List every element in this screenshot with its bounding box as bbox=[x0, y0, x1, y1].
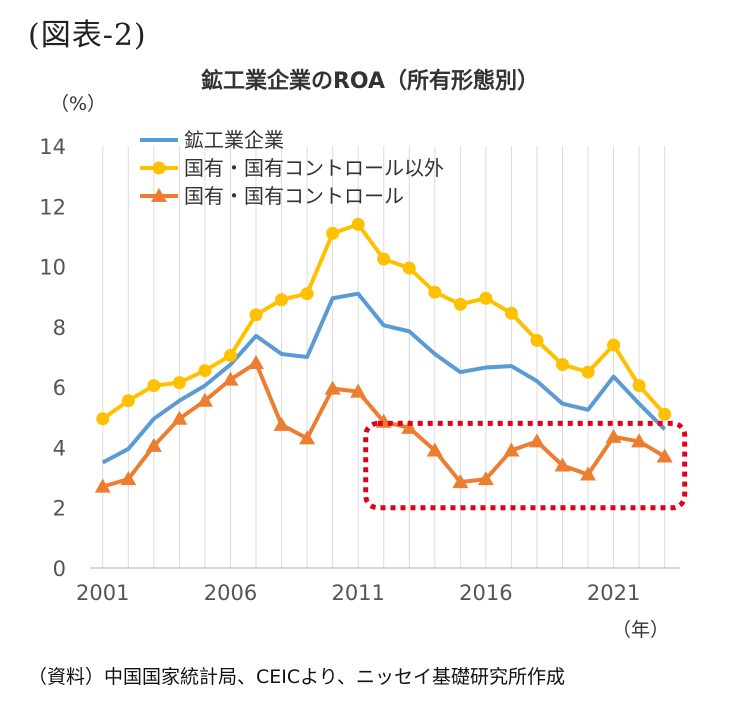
figure-label: (図表-2) bbox=[28, 18, 147, 53]
data-point bbox=[452, 474, 469, 489]
data-point bbox=[453, 297, 467, 311]
data-point bbox=[607, 338, 621, 352]
data-point bbox=[96, 412, 110, 426]
data-point bbox=[631, 433, 648, 448]
data-point bbox=[222, 371, 239, 386]
data-point bbox=[426, 442, 443, 457]
data-point bbox=[503, 442, 520, 457]
data-point bbox=[350, 383, 367, 398]
y-tick-label: 0 bbox=[53, 557, 66, 581]
data-point bbox=[530, 333, 544, 347]
data-point bbox=[326, 226, 340, 240]
data-point bbox=[605, 428, 622, 443]
data-point bbox=[580, 466, 597, 481]
chart-title: 鉱工業企業のROA（所有形態別） bbox=[201, 68, 539, 94]
data-point bbox=[198, 364, 212, 378]
data-point bbox=[145, 437, 162, 452]
data-point bbox=[275, 293, 289, 307]
y-tick-label: 8 bbox=[53, 316, 66, 340]
legend-label: 鉱工業企業 bbox=[184, 128, 284, 152]
series-line bbox=[101, 291, 667, 465]
source-note: （資料）中国国家統計局、CEICより、ニッセイ基礎研究所作成 bbox=[28, 666, 566, 688]
series-2 bbox=[96, 217, 672, 426]
data-point bbox=[581, 365, 595, 379]
data-point bbox=[632, 379, 646, 393]
y-tick-label: 14 bbox=[39, 135, 66, 159]
data-point bbox=[299, 430, 316, 445]
data-point bbox=[477, 471, 494, 486]
y-tick-label: 2 bbox=[53, 497, 66, 521]
legend-label: 国有・国有コントロール以外 bbox=[184, 156, 444, 180]
x-tick-label: 2016 bbox=[459, 581, 512, 605]
data-point bbox=[401, 419, 418, 434]
legend-entry-2: 国有・国有コントロール以外 bbox=[140, 156, 444, 180]
y-axis-unit: （%） bbox=[50, 93, 106, 115]
legend-marker bbox=[151, 188, 167, 202]
series-3 bbox=[94, 355, 673, 493]
data-point bbox=[172, 376, 186, 390]
y-axis-ticks: 0 2 4 6 8 10 12 14 bbox=[39, 135, 66, 581]
x-tick-label: 2001 bbox=[76, 581, 129, 605]
data-point bbox=[658, 407, 672, 421]
data-point bbox=[120, 471, 137, 486]
data-point bbox=[273, 416, 290, 431]
data-point bbox=[94, 478, 111, 493]
data-point bbox=[556, 358, 570, 372]
data-point bbox=[428, 285, 442, 299]
legend-label: 国有・国有コントロール bbox=[184, 184, 404, 208]
data-point bbox=[504, 306, 518, 320]
series-layer bbox=[94, 217, 673, 493]
x-tick-label: 2011 bbox=[331, 581, 384, 605]
data-point bbox=[147, 379, 161, 393]
x-axis-unit: （年） bbox=[612, 619, 669, 641]
y-tick-label: 4 bbox=[53, 436, 66, 460]
data-point bbox=[324, 380, 341, 395]
y-tick-label: 10 bbox=[39, 256, 66, 280]
data-point bbox=[121, 394, 135, 408]
data-point bbox=[249, 308, 263, 322]
data-point bbox=[171, 410, 188, 425]
data-point bbox=[351, 217, 365, 231]
x-tick-label: 2021 bbox=[587, 581, 640, 605]
highlight-rectangle bbox=[363, 420, 688, 511]
x-tick-label: 2006 bbox=[204, 581, 257, 605]
data-point bbox=[300, 287, 314, 301]
data-point bbox=[377, 252, 391, 266]
data-point bbox=[554, 457, 571, 472]
data-point bbox=[656, 448, 673, 463]
x-axis-ticks: 2001 2006 2011 2016 2021 bbox=[76, 581, 640, 605]
data-point bbox=[402, 261, 416, 275]
data-point bbox=[223, 348, 237, 362]
legend-entry-1: 鉱工業企業 bbox=[140, 128, 284, 152]
y-tick-label: 12 bbox=[39, 195, 66, 219]
roa-line-chart: 鉱工業企業のROA（所有形態別） （%） （年） 0 2 4 6 8 10 12 14 200… bbox=[39, 68, 688, 641]
legend-entry-3: 国有・国有コントロール bbox=[140, 184, 404, 208]
series-1 bbox=[101, 291, 667, 465]
data-point bbox=[196, 392, 213, 407]
legend-marker bbox=[152, 161, 166, 175]
grid-lines bbox=[90, 146, 680, 569]
data-point bbox=[248, 355, 265, 370]
data-point bbox=[479, 291, 493, 305]
data-point bbox=[528, 433, 545, 448]
y-tick-label: 6 bbox=[53, 376, 66, 400]
highlight-annotation bbox=[363, 420, 688, 511]
